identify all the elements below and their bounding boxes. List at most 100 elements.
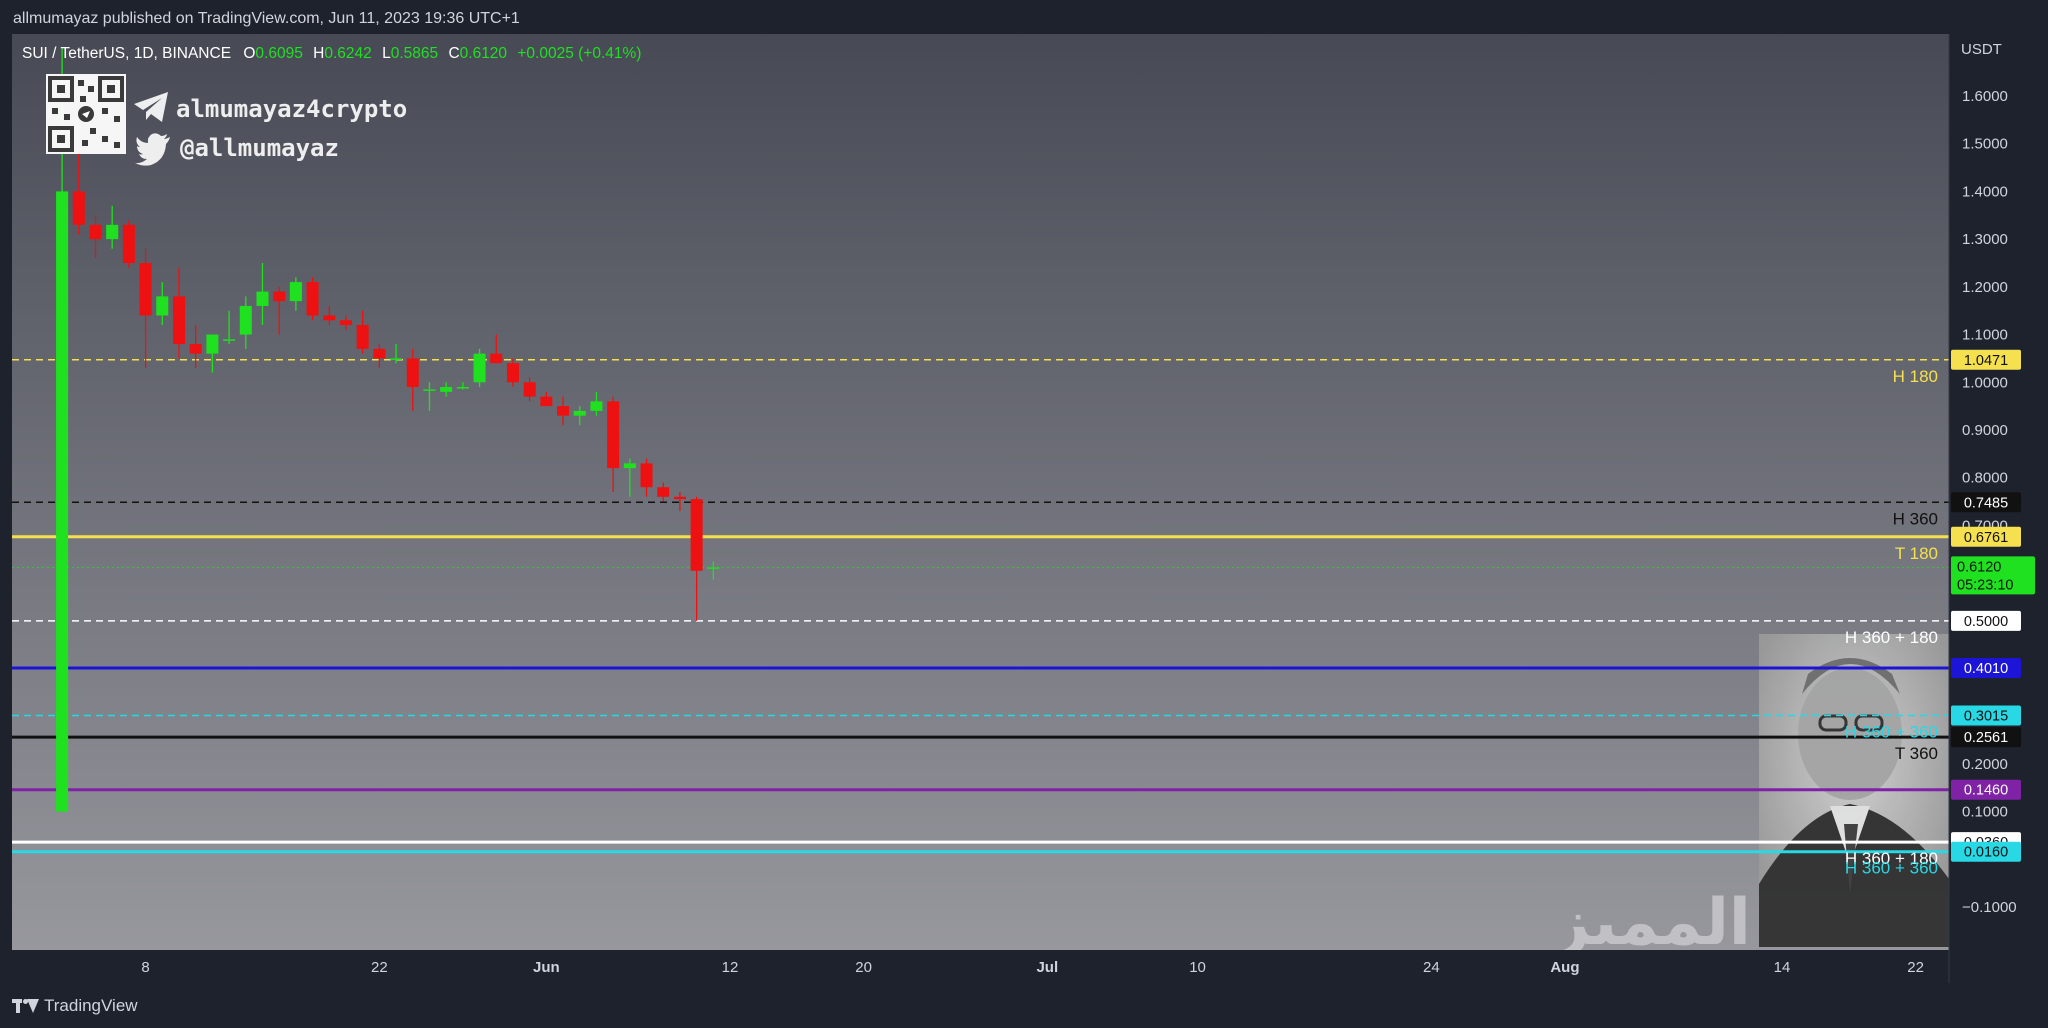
candle-body-6 bbox=[156, 296, 169, 316]
level-price-text-7: 0.1460 bbox=[1964, 783, 2008, 799]
candle-body-34 bbox=[623, 463, 636, 469]
published-header: allmumayaz published on TradingView.com,… bbox=[0, 0, 2048, 34]
candle-body-2 bbox=[89, 224, 102, 240]
candle-body-28 bbox=[523, 382, 536, 397]
y-tick-label-10: 0.2000 bbox=[1962, 756, 2008, 773]
y-tick-label-11: 0.1000 bbox=[1962, 804, 2008, 821]
legend-o-label: O bbox=[243, 45, 255, 62]
candle-body-15 bbox=[306, 282, 319, 316]
candle-body-14 bbox=[289, 282, 302, 302]
candle-body-5 bbox=[139, 263, 152, 316]
level-label-3: H 360 + 180 bbox=[1845, 628, 1938, 647]
plot-background bbox=[12, 34, 1949, 983]
level-price-badge-4 bbox=[1951, 658, 2021, 679]
y-tick-label-1: 1.5000 bbox=[1962, 136, 2008, 153]
level-price-text-2: 0.6761 bbox=[1964, 530, 2008, 546]
x-tick-label-1: 22 bbox=[371, 959, 388, 976]
candle-body-25 bbox=[473, 353, 486, 383]
legend-l-label: L bbox=[382, 45, 391, 62]
candle-body-36 bbox=[657, 487, 670, 497]
price-axis-unit: USDT bbox=[1961, 41, 2002, 58]
tradingview-logo[interactable]: TradingView bbox=[12, 996, 138, 1016]
ohlc-legend: SUI / TetherUS, 1D, BINANCE O0.6095 H0.6… bbox=[22, 45, 641, 62]
level-label-5: H 360 + 360 bbox=[1845, 723, 1938, 742]
x-tick-label-8: Aug bbox=[1550, 959, 1579, 976]
level-price-badge-6 bbox=[1951, 727, 2021, 748]
level-label-2: T 180 bbox=[1895, 544, 1938, 563]
current-price-text: 0.6120 bbox=[1957, 559, 2001, 575]
candle-body-35 bbox=[640, 463, 653, 488]
candle-body-7 bbox=[172, 296, 185, 345]
candle-body-22 bbox=[423, 389, 436, 391]
level-price-text-5: 0.3015 bbox=[1964, 709, 2008, 725]
candle-body-24 bbox=[456, 387, 469, 389]
level-price-text-0: 1.0471 bbox=[1964, 353, 2008, 369]
candle-body-30 bbox=[557, 406, 570, 416]
x-tick-label-7: 24 bbox=[1423, 959, 1440, 976]
candle-body-37 bbox=[673, 496, 686, 500]
legend-o-value: 0.6095 bbox=[255, 45, 302, 62]
twitter-icon bbox=[135, 133, 170, 166]
candle-body-29 bbox=[540, 396, 553, 407]
level-label-8: H 360 + 180 bbox=[1845, 849, 1938, 868]
telegram-icon bbox=[134, 92, 168, 122]
candle-body-18 bbox=[356, 325, 369, 349]
x-tick-label-10: 22 bbox=[1907, 959, 1924, 976]
legend-c-value: 0.6120 bbox=[460, 45, 508, 62]
x-tick-label-6: 10 bbox=[1189, 959, 1206, 976]
level-price-text-6: 0.2561 bbox=[1964, 730, 2008, 746]
time-axis-background[interactable] bbox=[12, 950, 1949, 983]
candle-body-9 bbox=[206, 334, 219, 354]
y-tick-label-5: 1.1000 bbox=[1962, 327, 2008, 344]
candles-layer bbox=[56, 48, 720, 812]
candle-body-32 bbox=[590, 401, 603, 411]
level-label-9: H 360 + 360 bbox=[1845, 859, 1938, 878]
level-price-badge-1 bbox=[1951, 492, 2021, 513]
candle-body-3 bbox=[106, 224, 119, 240]
y-tick-label-6: 1.0000 bbox=[1962, 374, 2008, 391]
tradingview-logo-icon bbox=[12, 999, 39, 1013]
price-chart[interactable]: المميز SUI / TetherUS, 1D, BINANCE O0.60… bbox=[12, 34, 2048, 983]
x-axis-ticks: 8 22 Jun 12 20 Jul 10 24 Aug 14 22 bbox=[141, 959, 1924, 976]
chart-frame[interactable]: المميز SUI / TetherUS, 1D, BINANCE O0.60… bbox=[12, 34, 2048, 983]
level-price-badge-9 bbox=[1951, 841, 2021, 862]
footer-bar bbox=[0, 983, 2048, 1028]
level-label-0: H 180 bbox=[1893, 367, 1938, 386]
candle-body-33 bbox=[607, 401, 620, 469]
candle-body-11 bbox=[239, 305, 252, 335]
twitter-handle: @allmumayaz bbox=[180, 134, 339, 162]
candle-body-26 bbox=[490, 353, 503, 364]
candle-body-10 bbox=[223, 339, 236, 341]
x-tick-label-2: Jun bbox=[533, 959, 560, 976]
tradingview-brand-text: TradingView bbox=[44, 996, 138, 1015]
legend-l-value: 0.5865 bbox=[391, 45, 438, 62]
x-tick-label-4: 20 bbox=[855, 959, 872, 976]
candle-body-19 bbox=[373, 348, 386, 359]
x-tick-label-5: Jul bbox=[1036, 959, 1058, 976]
arabic-watermark-text: المميز bbox=[1550, 886, 1751, 960]
candle-body-20 bbox=[390, 358, 403, 360]
telegram-handle: almumayaz4crypto bbox=[176, 95, 407, 123]
level-price-text-1: 0.7485 bbox=[1964, 495, 2008, 511]
level-price-badge-0 bbox=[1951, 349, 2021, 370]
countdown-text: 05:23:10 bbox=[1957, 577, 2013, 593]
legend-symbol: SUI / TetherUS, 1D, BINANCE bbox=[22, 45, 231, 62]
candle-body-17 bbox=[339, 320, 352, 326]
levels-layer bbox=[12, 359, 1949, 854]
y-tick-label-8: 0.8000 bbox=[1962, 470, 2008, 487]
x-tick-label-3: 12 bbox=[722, 959, 739, 976]
level-price-text-3: 0.5000 bbox=[1964, 614, 2008, 630]
published-text: allmumayaz published on TradingView.com,… bbox=[13, 10, 520, 27]
candle-body-12 bbox=[256, 291, 269, 306]
level-price-text-9: 0.0160 bbox=[1964, 845, 2008, 861]
level-label-1: H 360 bbox=[1893, 509, 1938, 528]
x-tick-label-9: 14 bbox=[1774, 959, 1791, 976]
candle-body-13 bbox=[273, 291, 286, 302]
level-price-badge-3 bbox=[1951, 610, 2021, 631]
candle-body-27 bbox=[506, 363, 519, 383]
candle-body-1 bbox=[72, 191, 85, 225]
y-tick-label-12: −0.1000 bbox=[1962, 899, 2017, 916]
candle-body-38 bbox=[690, 499, 703, 571]
legend-c-label: C bbox=[448, 45, 459, 62]
candle-body-0 bbox=[56, 191, 69, 812]
